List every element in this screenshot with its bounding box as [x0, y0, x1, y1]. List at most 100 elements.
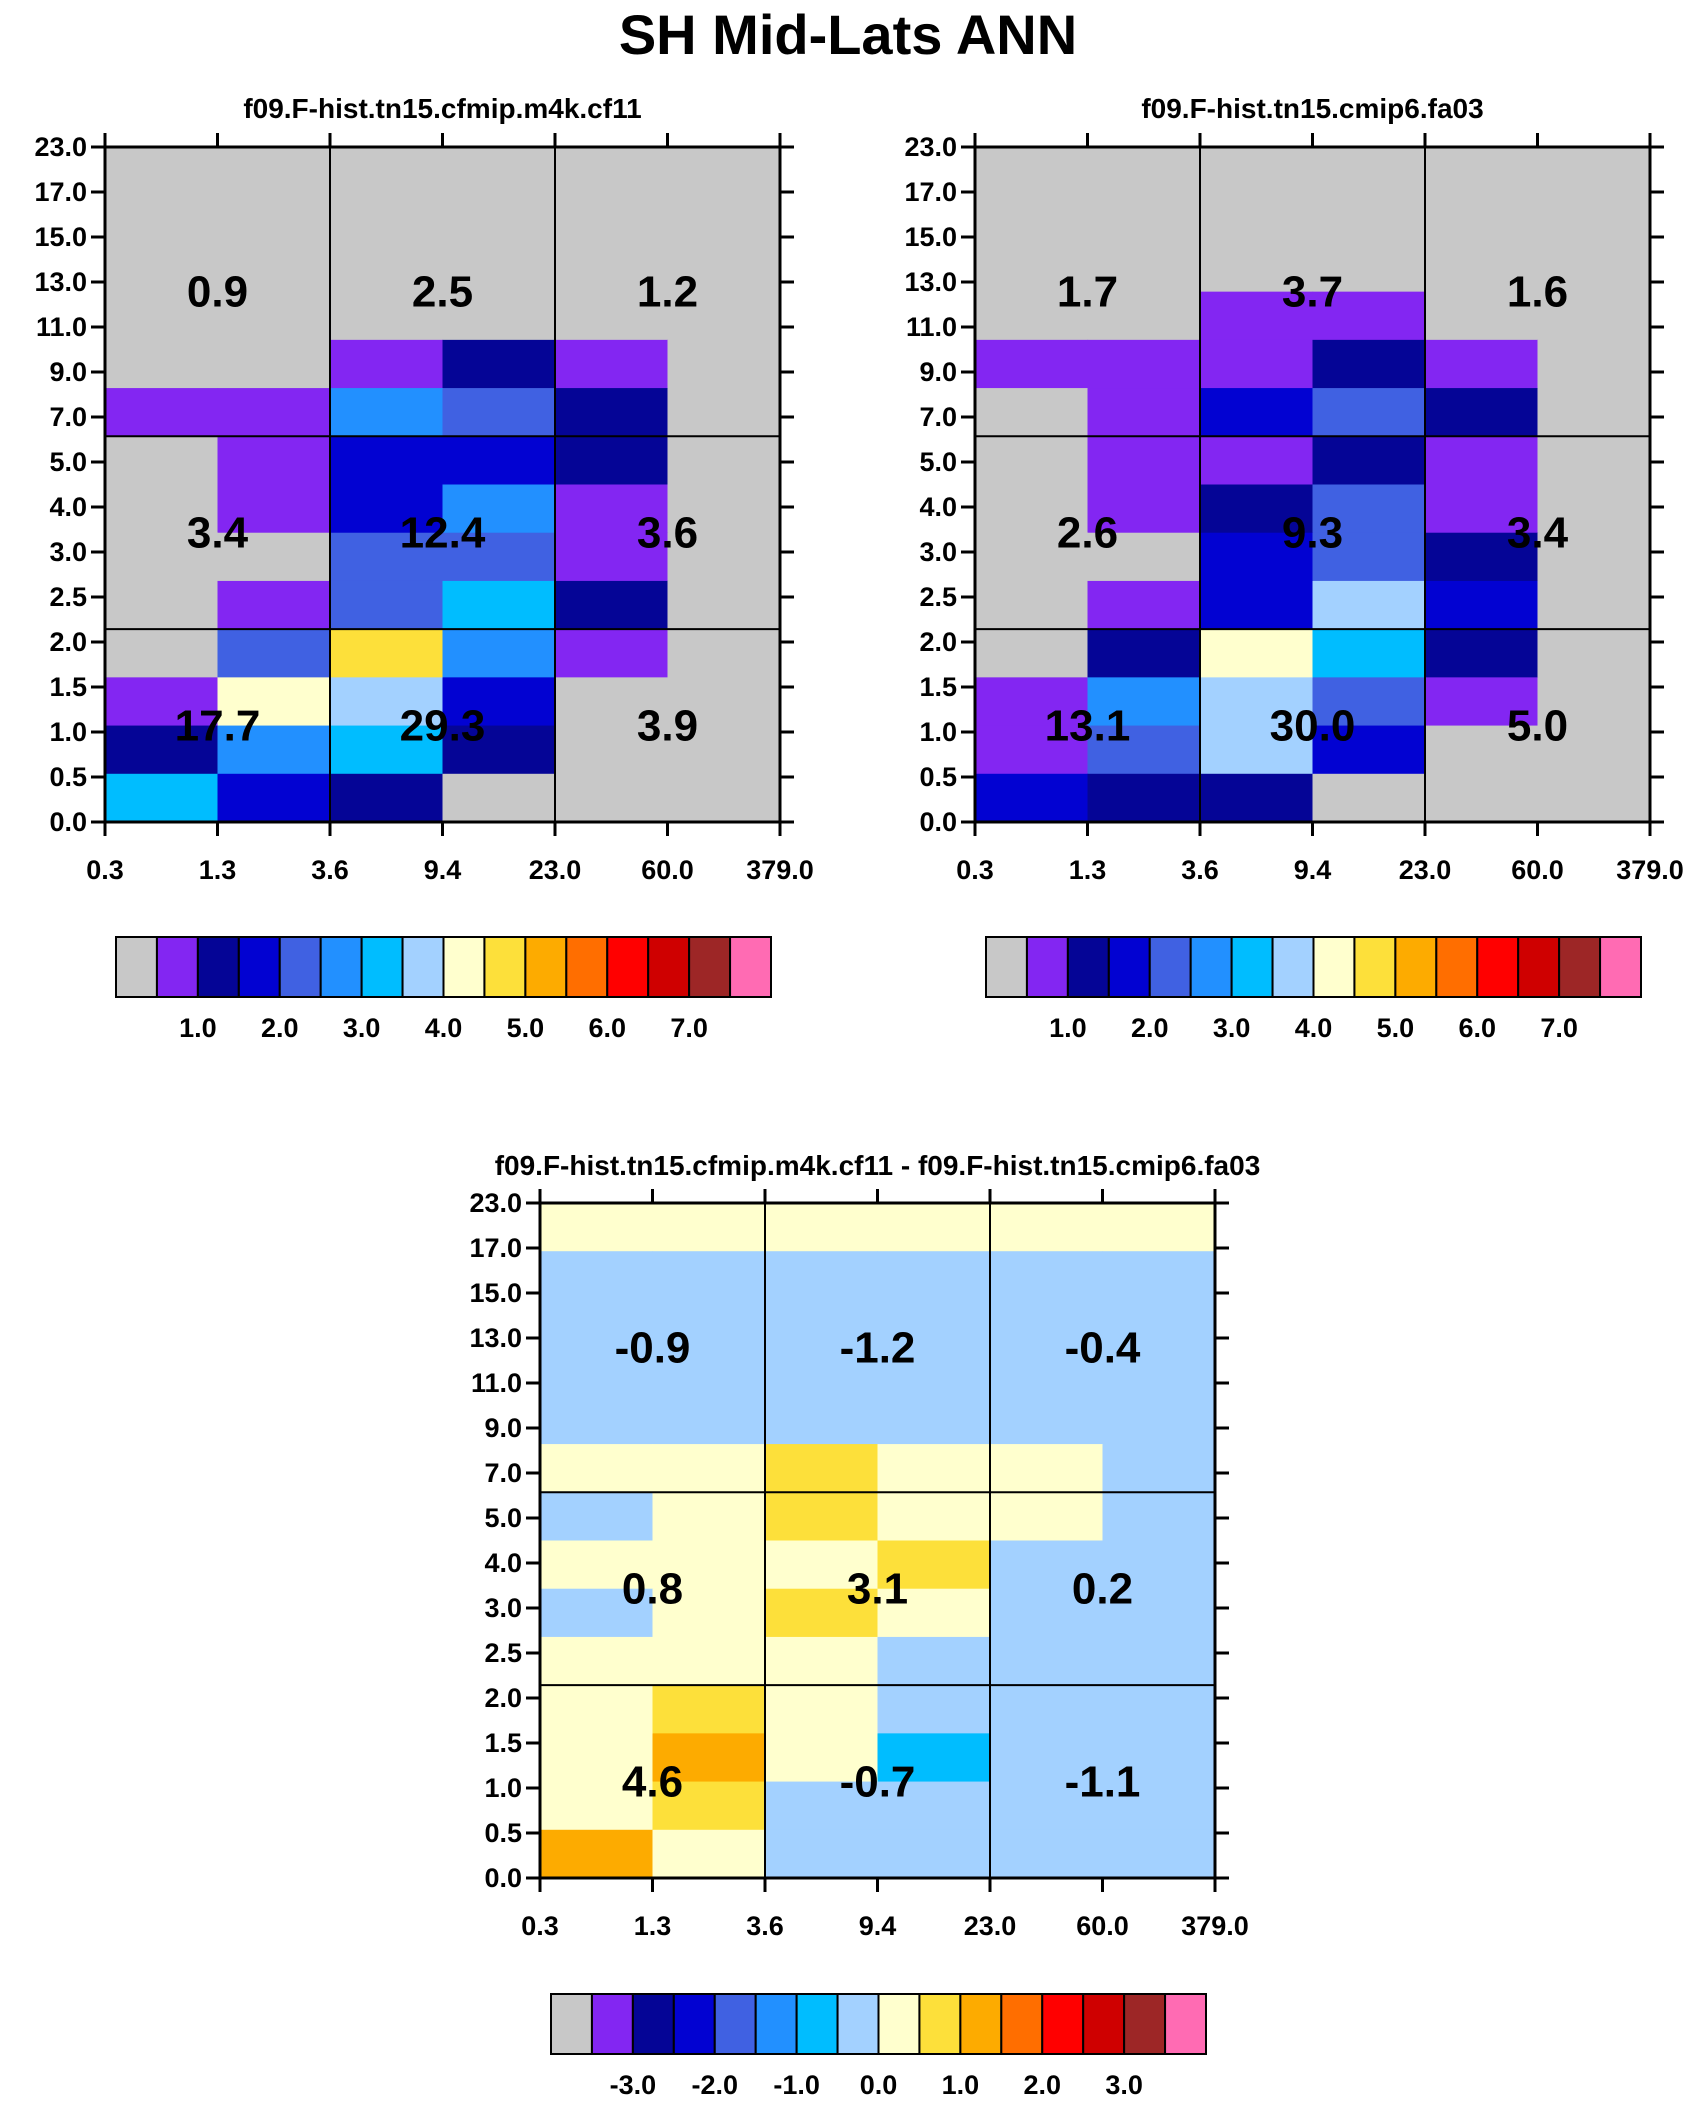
heatmap-cell: [1537, 532, 1651, 582]
heatmap-cell: [975, 243, 1089, 293]
heatmap-cell: [652, 1299, 766, 1349]
heatmap-cell: [442, 436, 556, 486]
colorbar-swatch: [1312, 936, 1356, 998]
colorbar-swatch: [877, 1993, 921, 2055]
heatmap-cell: [442, 291, 556, 341]
colorbar-swatch: [647, 936, 691, 998]
heatmap-cell: [540, 1251, 654, 1301]
heatmap-cell: [652, 1492, 766, 1542]
heatmap-cell: [975, 629, 1089, 678]
colorbar-label: 6.0: [1458, 1013, 1496, 1043]
heatmap-cell: [217, 147, 331, 196]
heatmap-cell: [975, 195, 1089, 245]
heatmap-cell: [555, 243, 669, 293]
heatmap-cell: [105, 725, 219, 775]
heatmap-cell: [555, 436, 669, 486]
x-tick-label: 0.3: [521, 1911, 559, 1941]
heatmap-cell: [667, 195, 781, 245]
heatmap-cell: [1102, 1251, 1216, 1301]
colorbar-label: -3.0: [610, 2070, 657, 2100]
heatmap-cell: [667, 725, 781, 775]
heatmap-cell: [1312, 147, 1426, 196]
heatmap-cell: [877, 1492, 991, 1542]
heatmap-cell: [442, 243, 556, 293]
colorbar-swatch: [401, 936, 445, 998]
heatmap-cell: [217, 484, 331, 534]
heatmap-cell: [540, 1492, 654, 1542]
y-tick-label: 1.0: [49, 717, 87, 747]
heatmap-cell: [217, 339, 331, 389]
heatmap-cell: [1312, 677, 1426, 727]
heatmap-cell: [442, 147, 556, 196]
heatmap-cell: [1102, 1588, 1216, 1638]
heatmap-cell: [330, 484, 444, 534]
heatmap-cell: [1102, 1829, 1216, 1879]
heatmap-cell: [540, 1203, 654, 1252]
heatmap-cell: [1312, 580, 1426, 630]
colorbar-swatch: [713, 1993, 757, 2055]
y-tick-label: 1.0: [919, 717, 957, 747]
colorbar-label: 5.0: [507, 1013, 545, 1043]
y-tick-label: 4.0: [919, 492, 957, 522]
y-tick-label: 23.0: [34, 132, 87, 162]
heatmap-cell: [1537, 436, 1651, 486]
data-label: 1.7: [1057, 268, 1118, 317]
colorbar-swatch: [959, 1993, 1003, 2055]
heatmap-cell: [540, 1395, 654, 1445]
y-tick-label: 5.0: [484, 1503, 522, 1533]
colorbar-swatch: [836, 1993, 880, 2055]
colorbar-swatch: [1025, 936, 1069, 998]
heatmap-cell: [667, 629, 781, 678]
heatmap-cell: [1312, 388, 1426, 437]
colorbar-swatch: [1123, 1993, 1167, 2055]
heatmap-cell: [1102, 1492, 1216, 1542]
y-tick-label: 13.0: [469, 1323, 522, 1353]
heatmap-cell: [990, 1685, 1104, 1734]
heatmap-cell: [652, 1636, 766, 1686]
colorbar-label: 2.0: [261, 1013, 299, 1043]
heatmap-cell: [652, 1444, 766, 1493]
y-tick-label: 1.5: [484, 1728, 522, 1758]
y-tick-label: 0.0: [484, 1863, 522, 1893]
heatmap-cell: [652, 1395, 766, 1445]
heatmap-cell: [1200, 532, 1314, 582]
heatmap-cell: [877, 1395, 991, 1445]
heatmap-cell: [555, 195, 669, 245]
heatmap-cell: [1087, 195, 1201, 245]
heatmap-cell: [877, 1588, 991, 1638]
y-tick-label: 9.0: [49, 357, 87, 387]
heatmap-cell: [105, 195, 219, 245]
heatmap-cell: [990, 1636, 1104, 1686]
y-tick-label: 1.5: [919, 672, 957, 702]
heatmap-cell: [1102, 1395, 1216, 1445]
colorbar: 1.0 2.0 3.0 4.0 5.0 6.0 7.0: [985, 936, 1642, 1043]
y-tick-label: 3.0: [49, 537, 87, 567]
heatmap-cell: [1537, 243, 1651, 293]
colorbar-swatch: [524, 936, 568, 998]
data-label: 1.2: [637, 268, 698, 317]
heatmap-cell: [540, 1444, 654, 1493]
heatmap-cell: [330, 291, 444, 341]
heatmap-cell: [975, 291, 1089, 341]
panel-1: f09.F-hist.tn15.cfmip.m4k.cf110.00.51.01…: [34, 93, 813, 1043]
heatmap-cell: [1200, 484, 1314, 534]
heatmap-cell: [1312, 243, 1426, 293]
heatmap-cell: [540, 1636, 654, 1686]
colorbar-swatch: [1558, 936, 1602, 998]
heatmap-cell: [1425, 484, 1539, 534]
panel-title: f09.F-hist.tn15.cmip6.fa03: [1141, 93, 1483, 124]
heatmap-cell: [1102, 1203, 1216, 1252]
data-label: 29.3: [400, 702, 486, 751]
heatmap-cell: [1537, 629, 1651, 678]
y-tick-label: 3.0: [484, 1593, 522, 1623]
x-tick-label: 23.0: [529, 855, 582, 885]
heatmap-cell: [667, 677, 781, 727]
x-tick-label: 23.0: [1399, 855, 1452, 885]
colorbar-swatch: [1353, 936, 1397, 998]
heatmap-cell: [442, 725, 556, 775]
heatmap-cell: [1087, 725, 1201, 775]
heatmap-cell: [555, 580, 669, 630]
heatmap-cell: [555, 725, 669, 775]
data-label: 12.4: [400, 509, 486, 558]
